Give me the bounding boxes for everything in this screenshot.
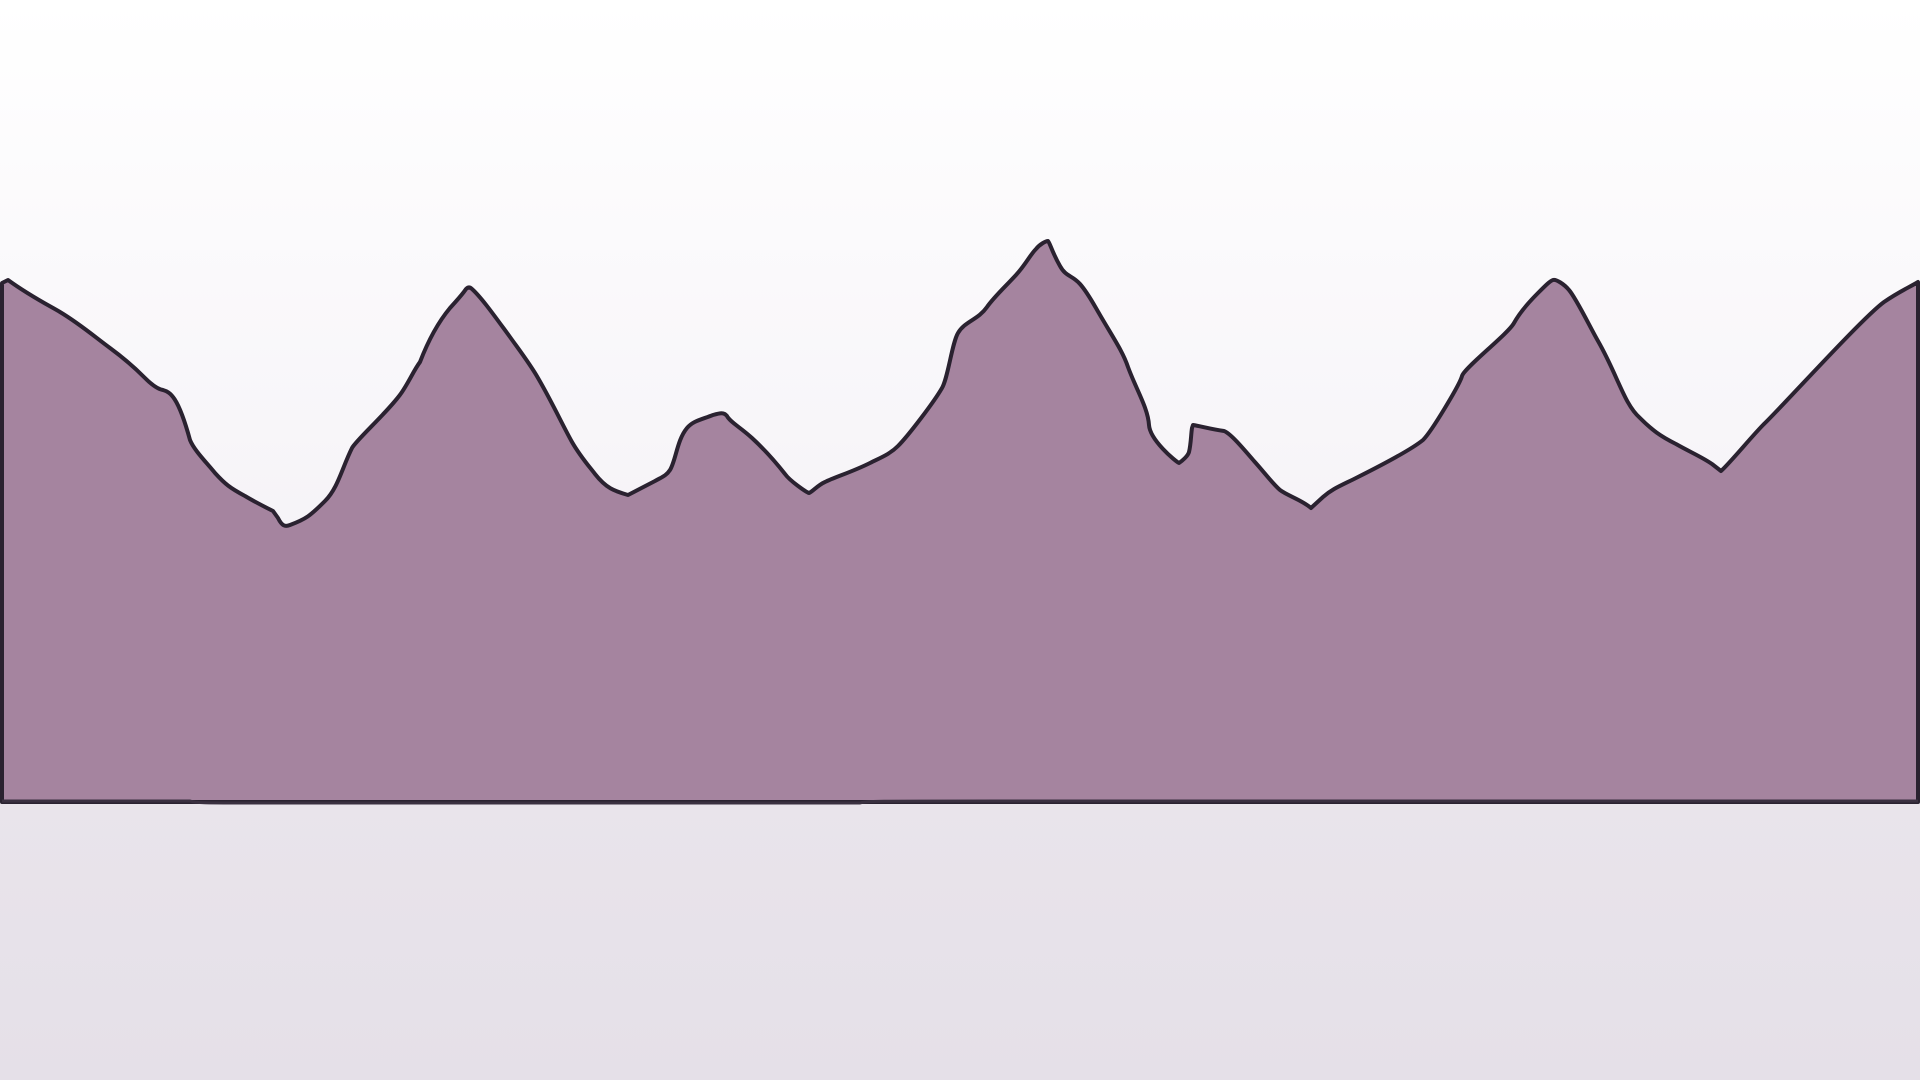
mountain-area (0, 239, 1920, 804)
mountain-baseline (2, 799, 1918, 805)
